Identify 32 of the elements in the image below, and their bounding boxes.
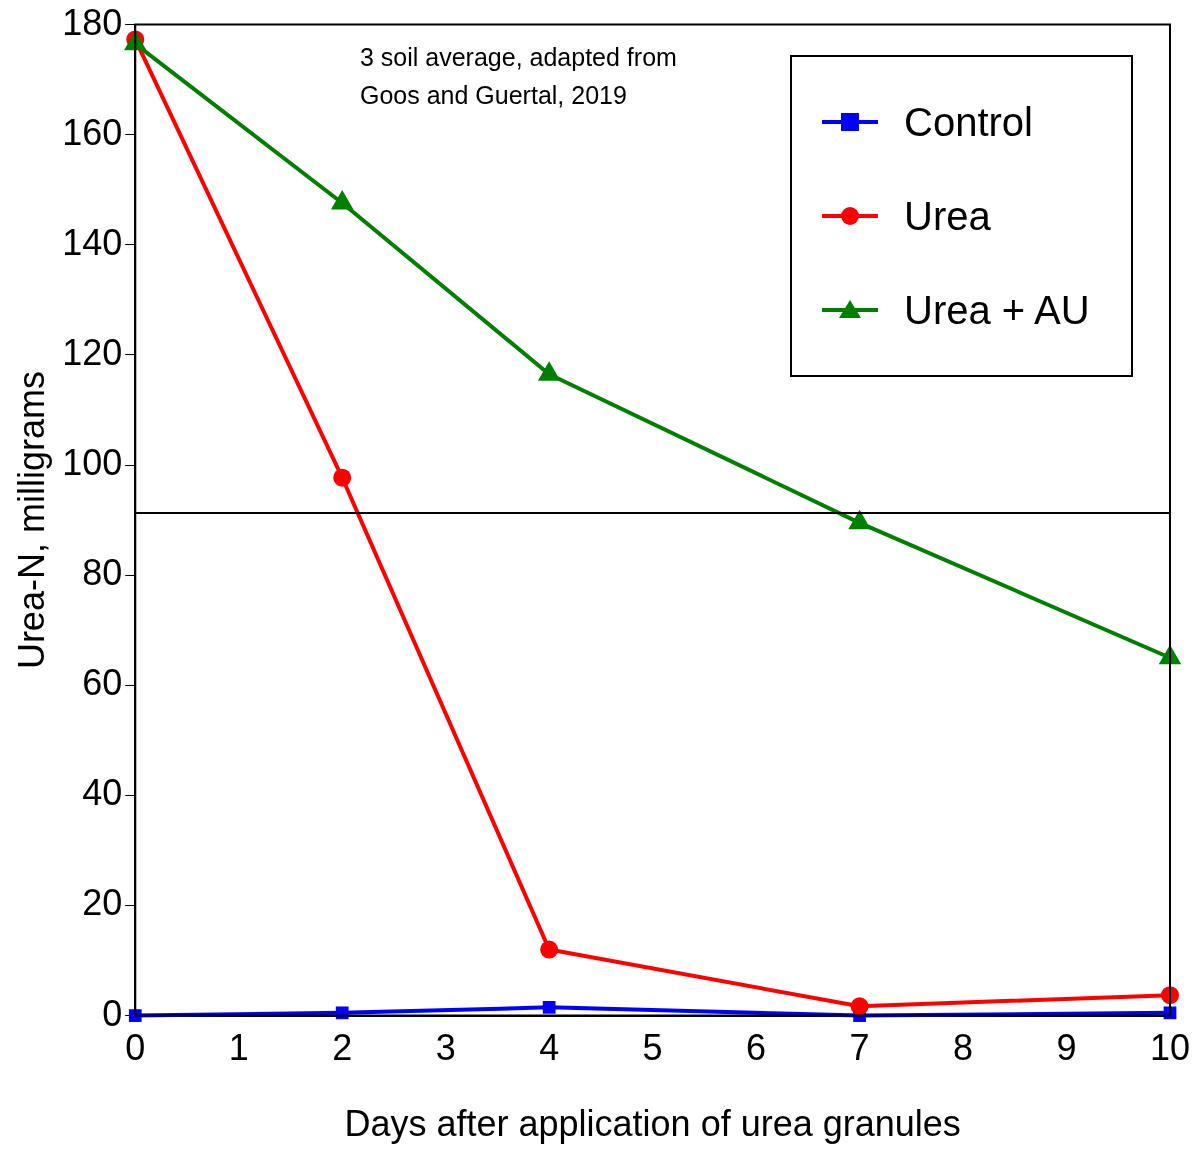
annotation: 3 soil average, adapted from Goos and Guertal, 2019 — [360, 42, 677, 111]
point — [542, 1000, 556, 1014]
y-tick-label: 40 — [82, 772, 123, 814]
y-tick-label: 60 — [82, 662, 123, 704]
point — [537, 361, 561, 381]
x-tick-label: 9 — [1056, 1027, 1077, 1069]
y-axis-title: Urea-N, milligrams — [10, 371, 52, 670]
y-tick-label: 20 — [82, 882, 123, 924]
point — [850, 997, 869, 1016]
y-tick-label: 100 — [62, 441, 123, 483]
x-axis-title: Days after application of urea granules — [344, 1103, 961, 1145]
y-tick-label: 140 — [62, 221, 123, 263]
x-tick-label: 10 — [1149, 1027, 1191, 1069]
legend-label: Urea — [904, 193, 991, 239]
point — [330, 189, 354, 210]
x-tick-label: 2 — [332, 1027, 353, 1069]
y-tick-label: 80 — [82, 552, 123, 594]
x-tick-label: 1 — [228, 1027, 249, 1069]
point — [848, 509, 871, 530]
legend-label: Urea + AU — [904, 287, 1090, 333]
x-tick-label: 4 — [539, 1027, 560, 1069]
x-tick-label: 5 — [642, 1027, 663, 1069]
y-tick-label: 0 — [102, 992, 123, 1034]
legend-label: Control — [904, 99, 1033, 145]
x-tick-label: 7 — [849, 1027, 870, 1069]
y-tick-label: 160 — [62, 111, 123, 153]
y-tick-label: 180 — [62, 1, 123, 43]
x-tick-label: 8 — [953, 1027, 974, 1069]
x-tick-label: 6 — [746, 1027, 767, 1069]
point — [540, 940, 559, 959]
x-tick-label: 3 — [435, 1027, 456, 1069]
y-tick-label: 120 — [62, 331, 123, 373]
